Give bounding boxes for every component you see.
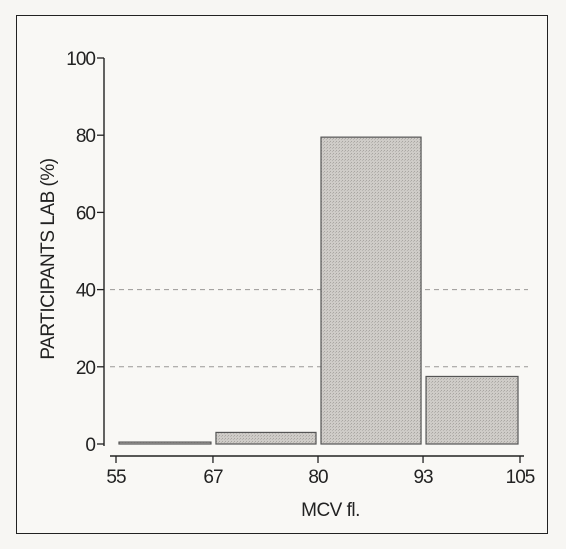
x-tick-label-93: 93 — [413, 467, 433, 488]
y-tick-label-60: 60 — [76, 203, 96, 224]
x-tick-label-80: 80 — [308, 467, 328, 488]
y-axis-title: PARTICIPANTS LAB (%) — [38, 158, 59, 359]
bar-80-93 — [320, 136, 422, 445]
bar-55-67 — [118, 441, 212, 445]
y-tick-label-20: 20 — [76, 358, 96, 379]
y-tick-label-0: 0 — [85, 435, 95, 456]
x-tick-label-55: 55 — [106, 467, 126, 488]
x-tick-label-105: 105 — [506, 467, 535, 488]
y-tick-label-40: 40 — [76, 281, 96, 302]
y-tick-label-80: 80 — [76, 126, 96, 147]
y-tick-label-100: 100 — [66, 49, 95, 70]
bar-93-105 — [425, 375, 519, 445]
bar-67-80 — [215, 431, 317, 445]
x-tick-label-67: 67 — [203, 467, 223, 488]
x-axis-title: MCV fl. — [301, 500, 360, 521]
